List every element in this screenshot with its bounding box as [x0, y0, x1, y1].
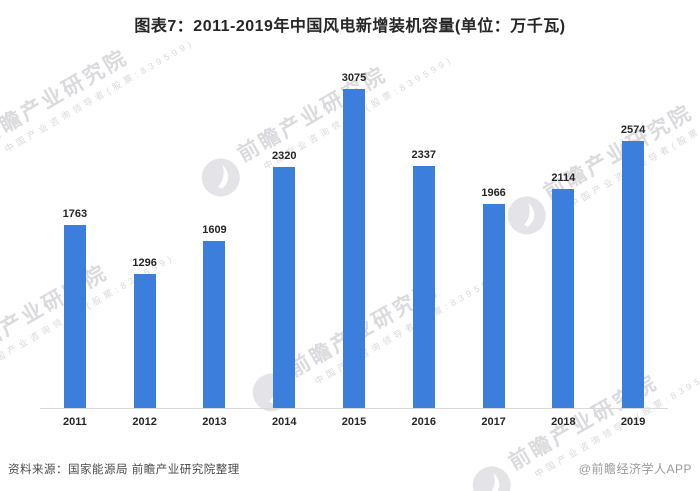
bar-2015 [343, 89, 366, 408]
bar-value-label-2016: 2337 [411, 148, 437, 161]
bar-column-2014: 2320 2014 [249, 45, 319, 428]
bar-value-label-2017: 1966 [481, 187, 506, 200]
x-tick-label-2011: 2011 [62, 416, 87, 428]
chart-title: 图表7：2011-2019年中国风电新增装机容量(单位：万千瓦) [134, 18, 566, 35]
x-tick-label-2012: 2012 [132, 416, 157, 428]
bar-column-2019: 2574 2019 [598, 45, 668, 428]
bar-2018 [552, 188, 575, 408]
bar-value-label-2011: 1763 [62, 208, 88, 221]
bar-column-2013: 1609 2013 [180, 45, 250, 428]
bar-column-2012: 1296 2012 [110, 45, 180, 428]
bar-column-2015: 3075 2015 [319, 45, 389, 428]
bar-value-label-2018: 2114 [551, 171, 576, 184]
bar-column-2011: 1763 2011 [40, 45, 110, 428]
bar-2013 [203, 241, 226, 408]
bar-2016 [412, 165, 435, 408]
source-note: 资料来源：国家能源局 前瞻产业研究院整理 [8, 464, 240, 476]
bar-column-2018: 2114 2018 [528, 45, 598, 428]
x-tick-label-2015: 2015 [341, 416, 367, 428]
bar-2017 [482, 204, 505, 408]
x-tick-label-2013: 2013 [202, 416, 227, 428]
credit-note: @前瞻经济学人APP [578, 462, 692, 476]
bar-column-2016: 2337 2016 [389, 45, 459, 428]
x-tick-label-2018: 2018 [551, 416, 576, 428]
x-tick-label-2014: 2014 [271, 416, 297, 428]
bar-value-label-2019: 2574 [620, 124, 646, 137]
footer: 资料来源：国家能源局 前瞻产业研究院整理 @前瞻经济学人APP [8, 460, 692, 477]
bar-value-label-2015: 3075 [341, 72, 367, 85]
bar-chart: 1763 2011 1296 2012 1609 2013 2320 2014 3075 2015… [40, 45, 668, 428]
bar-column-2017: 1966 2017 [459, 45, 529, 428]
bar-value-label-2014: 2320 [271, 150, 297, 163]
bar-value-label-2012: 1296 [132, 256, 157, 269]
x-tick-label-2016: 2016 [411, 416, 437, 428]
bar-2011 [63, 225, 86, 408]
bar-2019 [622, 141, 645, 408]
x-tick-label-2017: 2017 [481, 416, 506, 428]
bar-2014 [273, 167, 296, 408]
bar-value-label-2013: 1609 [202, 224, 227, 237]
x-tick-label-2019: 2019 [620, 416, 646, 428]
bar-2012 [133, 273, 156, 408]
